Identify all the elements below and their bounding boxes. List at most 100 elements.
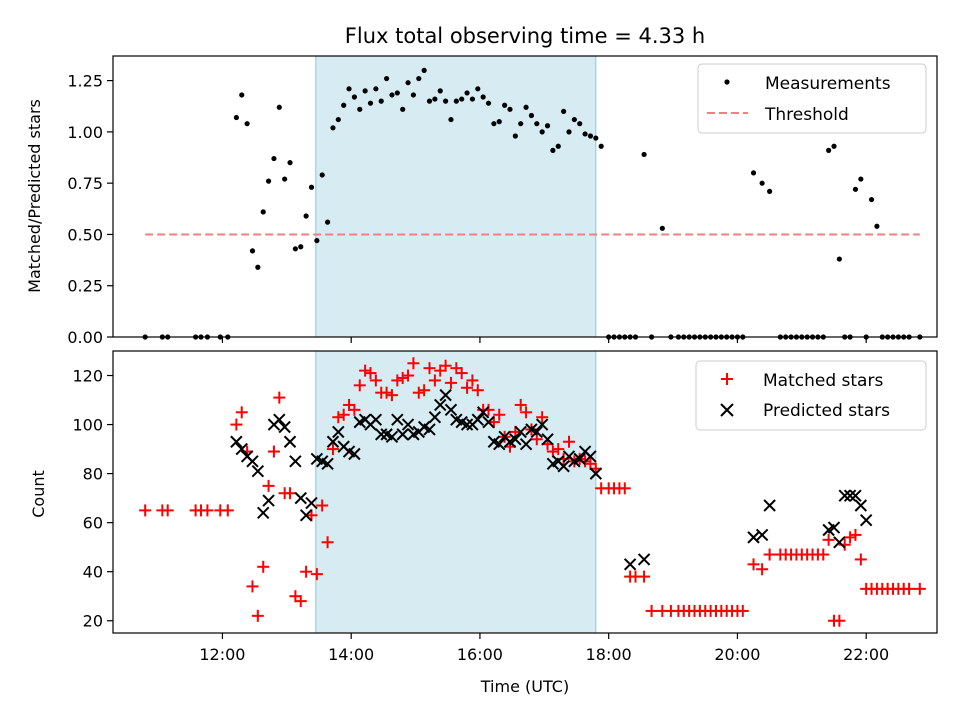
- measurement-point: [265, 178, 272, 184]
- matched-star-point: [536, 411, 549, 424]
- measurement-point: [443, 98, 449, 104]
- predicted-star-point: [230, 435, 243, 448]
- measurement-point: [426, 98, 433, 104]
- predicted-star-point: [763, 499, 776, 512]
- bottom-y-tick-label: 100: [72, 416, 103, 435]
- predicted-star-point: [589, 467, 603, 480]
- measurement-point: [502, 102, 508, 108]
- bottom-y-tick-label: 60: [83, 514, 103, 533]
- measurement-point: [750, 170, 757, 176]
- measurement-point: [405, 80, 411, 86]
- matched-star-point: [396, 371, 409, 384]
- predicted-star-point: [514, 425, 527, 439]
- bottom-observing-span: [315, 350, 597, 634]
- measurement-point: [255, 264, 261, 270]
- measurement-point: [659, 225, 665, 231]
- matched-star-point: [267, 445, 280, 458]
- measurement-point: [555, 143, 561, 149]
- measurement-point: [346, 86, 352, 92]
- measurement-point: [400, 106, 406, 112]
- predicted-star-point: [541, 433, 554, 446]
- predicted-star-point: [637, 553, 651, 566]
- x-tick-label: 14:00: [328, 645, 374, 664]
- bottom-panel: 20 40 60 80 100 120 12:00 14:00 16:00 18:00 20:00…: [29, 350, 938, 696]
- predicted-star-point: [289, 455, 302, 468]
- bottom-y-tick-label: 20: [83, 612, 103, 631]
- matched-star-point: [756, 563, 769, 576]
- measurement-point: [437, 88, 443, 94]
- measurement-point: [577, 121, 583, 127]
- predicted-star-point: [747, 531, 760, 544]
- measurement-point: [550, 147, 556, 153]
- measurement-point: [475, 86, 481, 92]
- measurement-point: [314, 237, 320, 244]
- x-tick-label: 20:00: [714, 645, 760, 664]
- predicted-star-point: [278, 420, 291, 434]
- matched-star-point: [471, 384, 484, 397]
- measurement-point: [260, 209, 266, 215]
- matched-star-point: [262, 479, 275, 492]
- measurement-point: [335, 116, 341, 123]
- matched-star-point: [618, 482, 631, 495]
- predicted-star-point: [460, 418, 474, 431]
- measurement-point: [453, 98, 459, 104]
- top-y-tick-label: 0.50: [67, 225, 103, 244]
- measurement-point: [233, 114, 239, 121]
- matched-star-point: [221, 504, 234, 517]
- matched-star-point: [359, 364, 372, 377]
- predicted-star-point: [391, 413, 404, 426]
- matched-star-point: [402, 369, 415, 382]
- predicted-star-point: [827, 521, 841, 534]
- matched-star-point: [418, 384, 431, 397]
- legend-matched-marker: [721, 373, 733, 385]
- legend-measurements-marker: [724, 79, 730, 85]
- top-observing-span: [315, 55, 597, 338]
- measurement-point: [271, 155, 277, 162]
- measurement-point: [491, 121, 497, 127]
- matched-star-point: [461, 381, 474, 394]
- predicted-star-point: [396, 428, 409, 441]
- x-axis-label: Time (UTC): [480, 677, 569, 696]
- legend-threshold-label: Threshold: [764, 105, 849, 125]
- measurement-point: [448, 116, 454, 123]
- bottom-legend: Matched stars Predicted stars: [695, 360, 927, 431]
- measurement-point: [416, 75, 422, 82]
- x-tick-label: 22:00: [843, 645, 889, 664]
- measurement-point: [432, 96, 438, 102]
- measurement-point: [389, 92, 395, 98]
- legend-predicted-label: Predicted stars: [763, 401, 890, 421]
- matched-star-point: [763, 548, 776, 561]
- predicted-star-point: [369, 413, 383, 426]
- measurement-point: [459, 96, 465, 102]
- predicted-star-point: [401, 418, 415, 431]
- measurement-point: [303, 213, 309, 219]
- legend-measurements-label: Measurements: [765, 74, 891, 94]
- matched-star-point: [423, 362, 436, 375]
- bottom-y-axis-label: Count: [29, 470, 48, 518]
- predicted-star-point: [843, 489, 857, 502]
- matched-star-point: [638, 570, 651, 583]
- measurement-point: [378, 98, 384, 104]
- bottom-y-tick-label: 40: [83, 563, 103, 582]
- matched-star-point: [817, 548, 830, 561]
- matched-star-point: [520, 406, 533, 419]
- matched-star-point: [552, 443, 565, 456]
- top-legend-box: [697, 63, 927, 134]
- predicted-star-point: [251, 464, 265, 478]
- measurement-point: [858, 176, 864, 182]
- measurement-point: [287, 160, 293, 166]
- predicted-star-point: [482, 415, 495, 429]
- predicted-star-point: [299, 509, 313, 522]
- matched-stars-points: [139, 357, 926, 627]
- matched-star-point: [747, 558, 760, 571]
- top-y-tick-label: 0.25: [67, 277, 103, 296]
- measurement-point: [282, 176, 288, 182]
- measurement-point: [641, 151, 647, 158]
- matched-star-point: [444, 376, 457, 389]
- measurement-point: [485, 100, 492, 106]
- bottom-legend-box: [695, 360, 927, 431]
- predicted-star-point: [246, 455, 259, 468]
- matched-star-point: [294, 595, 307, 608]
- predicted-star-point: [573, 452, 586, 466]
